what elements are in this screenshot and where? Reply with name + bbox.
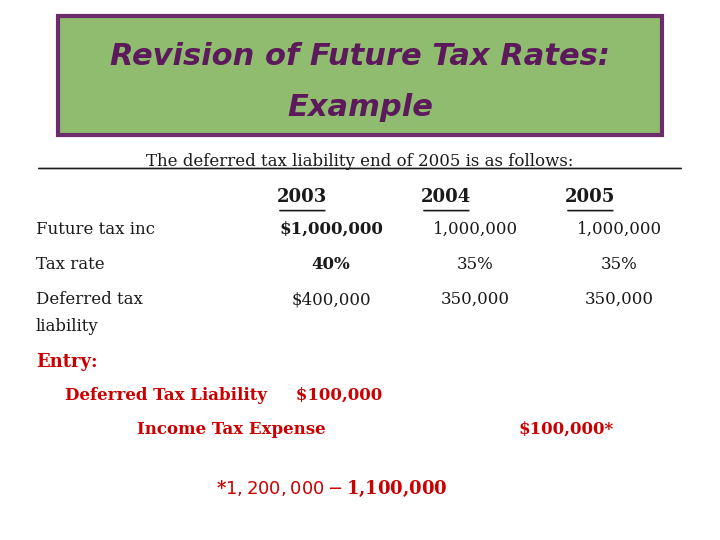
Text: Example: Example (287, 93, 433, 123)
Text: 2005: 2005 (565, 188, 616, 206)
Text: Deferred tax: Deferred tax (36, 291, 143, 308)
Text: Deferred Tax Liability     $100,000: Deferred Tax Liability $100,000 (65, 387, 382, 404)
Text: 350,000: 350,000 (585, 291, 654, 308)
Text: Future tax inc: Future tax inc (36, 221, 155, 238)
Text: Income Tax Expense: Income Tax Expense (137, 421, 325, 438)
Text: liability: liability (36, 318, 99, 335)
Text: 1,000,000: 1,000,000 (577, 221, 662, 238)
Text: *$1,200,000 - $1,100,000: *$1,200,000 - $1,100,000 (216, 478, 448, 499)
Text: 1,000,000: 1,000,000 (433, 221, 518, 238)
Text: 2003: 2003 (277, 188, 328, 206)
FancyBboxPatch shape (58, 16, 662, 135)
Text: The deferred tax liability end of 2005 is as follows:: The deferred tax liability end of 2005 i… (146, 153, 574, 171)
Text: 35%: 35% (456, 256, 494, 273)
Text: 35%: 35% (600, 256, 638, 273)
Text: Tax rate: Tax rate (36, 256, 104, 273)
Text: 40%: 40% (312, 256, 351, 273)
Text: $400,000: $400,000 (292, 291, 371, 308)
Text: Revision of Future Tax Rates:: Revision of Future Tax Rates: (110, 42, 610, 71)
Text: 350,000: 350,000 (441, 291, 510, 308)
Text: 2004: 2004 (421, 188, 472, 206)
Text: $1,000,000: $1,000,000 (279, 221, 383, 238)
Text: $100,000*: $100,000* (518, 421, 613, 438)
Text: Entry:: Entry: (36, 353, 98, 371)
